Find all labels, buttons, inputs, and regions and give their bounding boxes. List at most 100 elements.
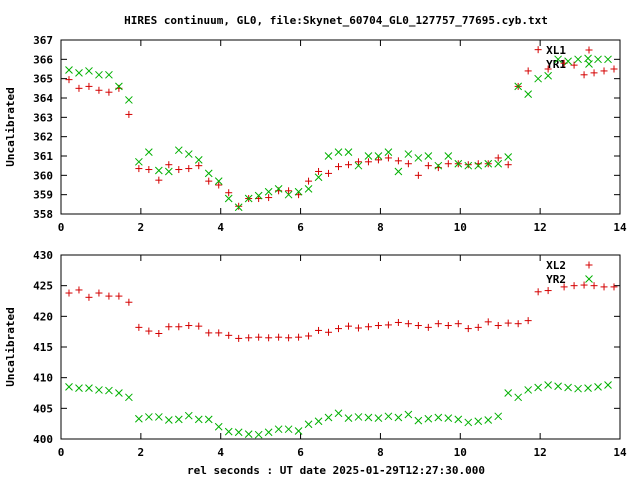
data-point <box>215 181 223 189</box>
data-point <box>154 166 163 175</box>
data-point <box>474 161 483 170</box>
data-point <box>374 152 383 160</box>
data-point <box>344 161 352 169</box>
data-point <box>245 334 253 342</box>
data-point <box>95 86 103 94</box>
x-tick-label: 14 <box>613 221 627 234</box>
data-point <box>384 154 392 162</box>
data-point <box>580 71 588 79</box>
y-tick-label: 400 <box>33 433 53 446</box>
data-point <box>85 82 93 90</box>
data-point <box>195 162 203 170</box>
data-point <box>335 163 343 171</box>
data-point <box>504 319 512 327</box>
data-point <box>454 159 463 168</box>
data-point <box>284 190 293 199</box>
data-point <box>434 320 442 328</box>
data-point <box>364 413 373 422</box>
data-point <box>574 55 582 64</box>
data-point <box>610 65 618 73</box>
data-point <box>600 283 608 291</box>
data-point <box>254 430 263 439</box>
data-point <box>215 329 223 337</box>
data-point <box>534 288 542 296</box>
legend-label: YR2 <box>546 273 566 286</box>
y-axis-label: Uncalibrated <box>4 87 17 166</box>
data-point <box>135 414 143 423</box>
data-point <box>265 334 273 342</box>
data-point <box>295 333 303 341</box>
data-point <box>424 162 432 170</box>
data-point <box>185 322 193 330</box>
data-point <box>564 383 572 392</box>
data-point <box>604 381 612 389</box>
data-point <box>534 74 542 83</box>
data-point <box>604 55 612 64</box>
y-tick-label: 366 <box>33 53 53 66</box>
data-point <box>164 416 173 424</box>
bottom-panel: 0 2 4 6 8 10 12 14 400 405 410 415 420 425 430 Uncalibr… <box>4 249 627 459</box>
data-point <box>344 148 353 156</box>
x-tick-label: 0 <box>58 446 65 459</box>
data-point <box>474 323 482 331</box>
data-point <box>205 177 213 185</box>
data-point <box>564 57 572 66</box>
y-tick-label: 425 <box>33 280 53 293</box>
x-tick-label: 2 <box>138 446 145 459</box>
data-point <box>95 70 103 79</box>
data-point <box>105 292 113 300</box>
data-point <box>155 176 163 184</box>
data-point <box>594 383 602 391</box>
data-point <box>325 169 333 177</box>
data-point <box>145 166 153 174</box>
data-point <box>554 382 562 391</box>
x-tick-label: 6 <box>297 221 304 234</box>
data-point <box>444 414 453 423</box>
data-point <box>135 323 143 331</box>
y-axis-label: Uncalibrated <box>4 307 17 386</box>
data-point <box>444 152 453 160</box>
y-tick-label: 361 <box>33 150 53 163</box>
data-point <box>404 410 413 419</box>
legend-label: YR1 <box>546 58 566 71</box>
data-point <box>185 165 193 173</box>
y-tick-label: 367 <box>33 34 53 47</box>
data-point <box>214 422 223 431</box>
data-point <box>144 413 153 421</box>
plot-frame <box>60 39 621 215</box>
series-xl1 <box>65 46 618 210</box>
y-tick-label: 363 <box>33 111 53 124</box>
data-point <box>225 331 233 339</box>
x-tick-label: 8 <box>377 221 384 234</box>
data-point <box>484 318 492 326</box>
data-point <box>314 173 323 182</box>
data-point <box>374 156 382 164</box>
data-point <box>224 427 233 436</box>
data-point <box>404 150 413 158</box>
data-point <box>454 320 462 328</box>
y-tick-label: 430 <box>33 249 53 262</box>
data-point <box>255 333 263 341</box>
data-point <box>285 187 293 195</box>
data-point <box>235 334 243 342</box>
data-point <box>560 283 568 291</box>
legend-label: XL2 <box>546 259 566 272</box>
data-point <box>304 420 313 429</box>
y-tick-label: 362 <box>33 131 53 144</box>
data-point <box>364 158 372 166</box>
x-axis-label: rel seconds : UT date 2025-01-29T12:27:3… <box>187 464 485 477</box>
data-point <box>234 203 243 212</box>
data-point <box>524 67 532 75</box>
data-point <box>324 413 333 422</box>
series-yr2 <box>65 381 612 439</box>
chart-title: HIRES continuum, GL0, file:Skynet_60704_… <box>124 14 548 27</box>
data-point <box>404 320 412 328</box>
x-tick-label: 10 <box>454 221 467 234</box>
data-point <box>135 165 143 173</box>
data-point <box>145 327 153 335</box>
data-point <box>85 293 93 301</box>
data-point <box>244 194 253 203</box>
y-tick-label: 410 <box>33 372 53 385</box>
data-point <box>65 76 73 84</box>
